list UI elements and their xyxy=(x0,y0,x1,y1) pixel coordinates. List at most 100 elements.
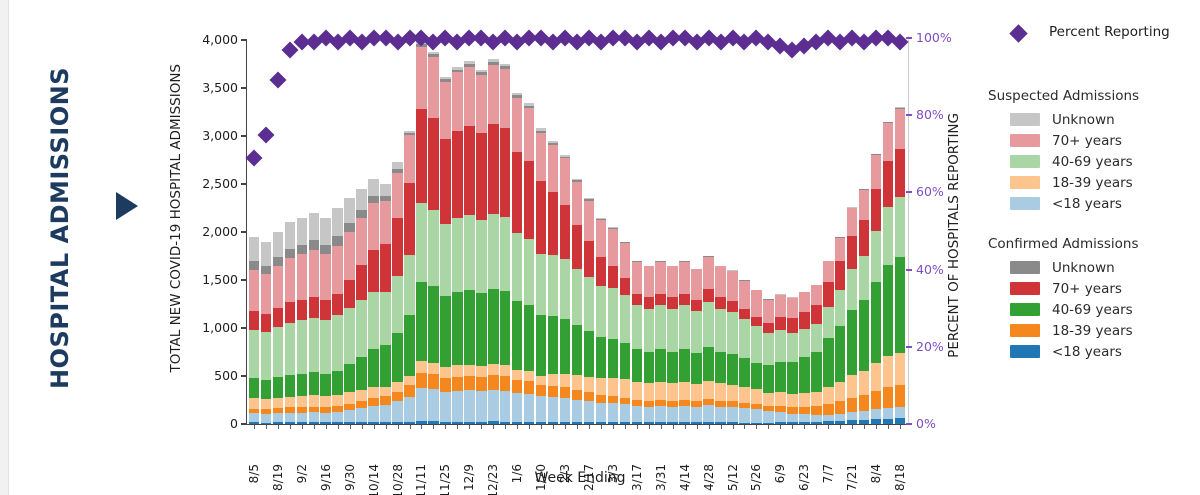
stacked-bar xyxy=(870,153,882,424)
bar-segment-confirmed-18-years xyxy=(296,422,308,424)
stacked-bar xyxy=(739,279,750,424)
bar-segment-confirmed-unknown xyxy=(272,257,284,267)
x-axis-tick-mark xyxy=(469,425,471,429)
stacked-bar xyxy=(559,154,571,424)
bar-segment-confirmed-40-69-years xyxy=(476,293,487,366)
legend-item-label: <18 years xyxy=(1052,195,1122,212)
bar-segment-confirmed-unknown xyxy=(894,107,906,109)
bar-segment-confirmed-40-69-years xyxy=(440,295,451,368)
bar-segment-confirmed-18-years xyxy=(284,422,296,424)
bar-segment-suspected-40-69-years xyxy=(499,216,511,291)
x-axis-tick-mark xyxy=(828,425,830,429)
bar-segment-suspected-18-years xyxy=(727,407,738,423)
bar-segment-suspected-18-39-years xyxy=(810,391,822,407)
bar-segment-suspected-18-years xyxy=(416,388,427,422)
legend-item: 70+ years xyxy=(988,130,1193,151)
x-axis-tick-mark xyxy=(577,425,578,429)
bar-segment-confirmed-70-years xyxy=(272,308,284,328)
legend-swatch-icon xyxy=(1010,197,1040,210)
stacked-bar xyxy=(487,59,499,424)
bar-segment-confirmed-40-69-years xyxy=(332,371,343,395)
bar-segment-suspected-70-years xyxy=(822,261,834,283)
y-axis-left-tick-mark xyxy=(241,279,247,281)
x-axis-tick-label: 5/12 xyxy=(725,464,740,491)
x-axis-tick-label: 3/3 xyxy=(605,464,620,484)
stacked-bar xyxy=(631,260,643,424)
stacked-bar xyxy=(607,227,619,424)
bar-segment-suspected-40-69-years xyxy=(308,317,320,373)
bar-segment-suspected-70-years xyxy=(260,274,272,315)
bar-segment-suspected-70-years xyxy=(679,261,690,294)
bar-segment-suspected-70-years xyxy=(870,154,882,190)
bar-segment-confirmed-18-years xyxy=(428,421,439,424)
bar-segment-confirmed-18-years xyxy=(703,422,714,424)
bar-segment-confirmed-18-39-years xyxy=(775,406,786,413)
bar-segment-suspected-70-years xyxy=(392,173,403,219)
bar-segment-confirmed-70-years xyxy=(320,299,332,321)
bar-segment-confirmed-40-69-years xyxy=(356,356,367,390)
bar-segment-suspected-18-39-years xyxy=(392,382,403,392)
legend-item: <18 years xyxy=(988,193,1193,214)
bar-segment-confirmed-18-years xyxy=(834,420,846,424)
x-axis-tick-label: 12/23 xyxy=(486,464,501,495)
bar-segment-suspected-70-years xyxy=(643,266,655,298)
bar-segment-confirmed-40-69-years xyxy=(607,338,619,379)
bar-segment-suspected-18-years xyxy=(894,406,906,419)
y-axis-left-tick-mark xyxy=(241,135,247,137)
x-axis-tick-mark xyxy=(253,425,255,429)
bar-segment-confirmed-40-69-years xyxy=(380,345,391,387)
bar-segment-confirmed-18-39-years xyxy=(703,399,714,406)
x-axis-tick-mark xyxy=(265,425,267,429)
bar-segment-suspected-18-years xyxy=(870,409,882,420)
bar-segment-suspected-70-years xyxy=(667,266,678,298)
bar-segment-confirmed-unknown xyxy=(404,132,415,135)
bar-segment-confirmed-70-years xyxy=(464,126,475,216)
legend-item-label: 70+ years xyxy=(1052,280,1122,297)
bar-segment-confirmed-18-39-years xyxy=(691,401,702,407)
stacked-bar xyxy=(296,217,308,424)
y-axis-right-tick-label: 0% xyxy=(916,416,936,431)
x-axis-tick-mark xyxy=(541,425,543,429)
bar-segment-suspected-40-69-years xyxy=(775,330,786,362)
bar-segment-suspected-unknown xyxy=(595,217,607,219)
bar-segment-suspected-18-years xyxy=(810,415,822,422)
bar-segment-confirmed-40-69-years xyxy=(272,377,284,398)
bar-segment-suspected-unknown xyxy=(583,198,595,200)
bar-segment-suspected-40-69-years xyxy=(260,332,272,380)
legend-item: 40-69 years xyxy=(988,151,1193,172)
bar-segment-suspected-18-years xyxy=(428,389,439,422)
bar-segment-suspected-18-39-years xyxy=(763,392,774,407)
bar-segment-suspected-unknown xyxy=(284,222,296,249)
bar-segment-confirmed-40-69-years xyxy=(320,373,332,396)
bar-segment-suspected-40-69-years xyxy=(392,276,403,333)
x-axis-tick-mark xyxy=(792,425,794,429)
bar-segment-suspected-40-69-years xyxy=(535,253,547,315)
legend-item-label: 40-69 years xyxy=(1052,301,1133,318)
bar-segment-confirmed-18-39-years xyxy=(643,400,655,407)
bar-segment-confirmed-18-39-years xyxy=(727,401,738,408)
bar-segment-confirmed-70-years xyxy=(834,261,846,290)
bar-segment-suspected-unknown xyxy=(571,178,583,181)
bar-segment-confirmed-70-years xyxy=(763,322,774,334)
bar-segment-suspected-18-years xyxy=(691,406,702,423)
bar-segment-suspected-70-years xyxy=(858,189,870,220)
bar-segment-suspected-unknown xyxy=(452,67,463,70)
bar-segment-confirmed-70-years xyxy=(392,218,403,277)
percent-reporting-marker xyxy=(257,126,275,143)
bar-segment-confirmed-40-69-years xyxy=(571,325,583,376)
bar-segment-suspected-18-years xyxy=(667,406,678,423)
bar-segment-suspected-unknown xyxy=(368,179,379,197)
bar-segment-suspected-40-69-years xyxy=(834,289,846,326)
bar-segment-confirmed-18-39-years xyxy=(428,374,439,390)
legend-item: Unknown xyxy=(988,257,1193,278)
bar-segment-suspected-40-69-years xyxy=(476,220,487,293)
x-axis-tick-mark xyxy=(696,425,698,429)
bar-segment-suspected-18-39-years xyxy=(248,398,260,409)
bar-segment-confirmed-70-years xyxy=(332,293,343,316)
x-axis-tick-label: 1/20 xyxy=(534,464,549,491)
bar-segment-confirmed-18-39-years xyxy=(655,400,667,407)
x-axis-tick-mark xyxy=(337,425,339,429)
legend-item: 70+ years xyxy=(988,278,1193,299)
bar-segment-confirmed-40-69-years xyxy=(248,378,260,399)
bar-segment-confirmed-18-years xyxy=(535,421,547,424)
